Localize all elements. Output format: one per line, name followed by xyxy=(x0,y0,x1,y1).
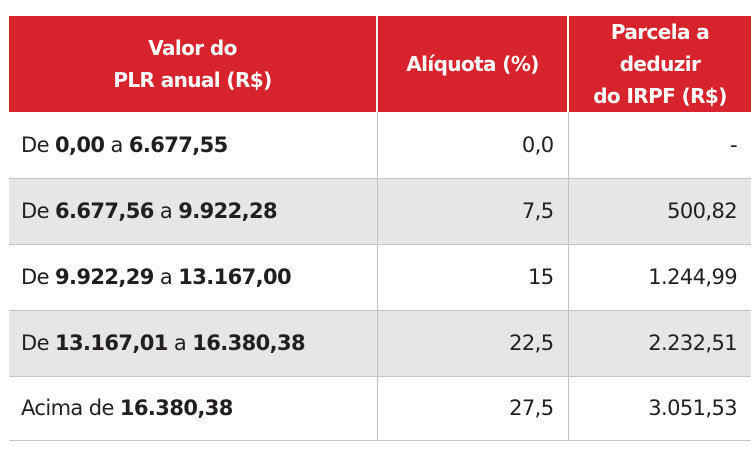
range-from: 16.380,38 xyxy=(119,396,233,420)
table-row: Acima de 16.380,38 27,5 3.051,53 xyxy=(9,376,751,441)
header-deduction-line2: do IRPF (R$) xyxy=(593,84,727,108)
range-from: 0,00 xyxy=(54,132,105,157)
rate-cell: 7,5 xyxy=(376,178,568,245)
range-to: 9.922,28 xyxy=(178,199,278,223)
header-plr-value: Valor do PLR anual (R$) xyxy=(9,16,377,112)
range-prefix: De xyxy=(21,265,55,289)
range-from: 13.167,01 xyxy=(54,331,168,355)
header-plr-value-line2: PLR anual (R$) xyxy=(113,68,272,92)
header-rate-label: Alíquota (%) xyxy=(406,52,539,76)
range-from: 9.922,29 xyxy=(54,265,154,289)
range-prefix: De xyxy=(21,331,55,355)
deduction-cell: 1.244,99 xyxy=(567,244,751,311)
range-prefix: De xyxy=(21,199,55,223)
range-prefix: Acima de xyxy=(21,396,120,420)
header-plr-value-line1: Valor do xyxy=(148,36,237,60)
range-cell: De 0,00 a 6.677,55 xyxy=(9,112,377,179)
range-joiner: a xyxy=(167,331,193,355)
range-from: 6.677,56 xyxy=(54,199,154,223)
range-joiner: a xyxy=(153,265,179,289)
range-to: 16.380,38 xyxy=(192,331,306,355)
range-cell: De 13.167,01 a 16.380,38 xyxy=(9,310,377,377)
table-row: De 0,00 a 6.677,55 0,0 - xyxy=(9,112,751,179)
range-to: 6.677,55 xyxy=(128,132,228,157)
header-deduction-line1: Parcela a deduzir xyxy=(610,20,710,76)
table-row: De 6.677,56 a 9.922,28 7,5 500,82 xyxy=(9,178,751,245)
deduction-cell: 500,82 xyxy=(567,178,751,245)
table-row: De 9.922,29 a 13.167,00 15 1.244,99 xyxy=(9,244,751,311)
rate-cell: 0,0 xyxy=(376,112,568,179)
rate-cell: 27,5 xyxy=(376,376,568,441)
deduction-cell: 2.232,51 xyxy=(567,310,751,377)
rate-cell: 15 xyxy=(376,244,568,311)
plr-tax-table: Valor do PLR anual (R$) Alíquota (%) Par… xyxy=(9,16,751,441)
range-cell: De 6.677,56 a 9.922,28 xyxy=(9,178,377,245)
table-row: De 13.167,01 a 16.380,38 22,5 2.232,51 xyxy=(9,310,751,377)
header-deduction: Parcela a deduzir do IRPF (R$) xyxy=(567,16,751,112)
range-cell: De 9.922,29 a 13.167,00 xyxy=(9,244,377,311)
deduction-cell: - xyxy=(567,112,751,179)
deduction-cell: 3.051,53 xyxy=(567,376,751,441)
range-joiner: a xyxy=(104,132,129,157)
table-header-row: Valor do PLR anual (R$) Alíquota (%) Par… xyxy=(9,16,751,112)
header-rate: Alíquota (%) xyxy=(376,16,568,112)
range-to: 13.167,00 xyxy=(178,265,292,289)
range-cell: Acima de 16.380,38 xyxy=(9,376,377,441)
range-joiner: a xyxy=(153,199,179,223)
rate-cell: 22,5 xyxy=(376,310,568,377)
range-prefix: De xyxy=(21,132,55,157)
